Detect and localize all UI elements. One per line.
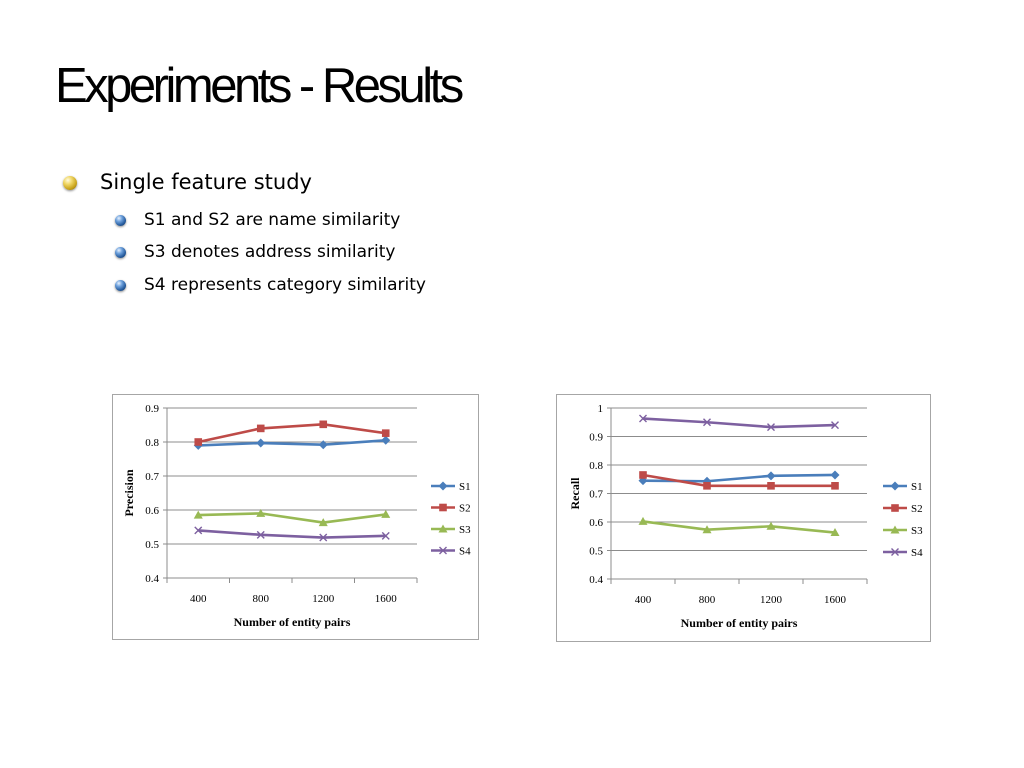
legend-s1-label: S1 <box>911 481 923 493</box>
legend-s3-marker <box>438 524 448 533</box>
y-tick-label: 0.4 <box>589 574 603 586</box>
series-s1-line <box>198 439 386 447</box>
precision-chart-svg: 0.4 0.5 0.6 0.7 0.8 0.9 400 800 1200 1600 Number o… <box>122 403 471 629</box>
x-tick-label: 1600 <box>375 593 398 605</box>
y-tick-label: 0.6 <box>589 517 603 529</box>
series-s2-point <box>703 482 711 490</box>
x-tick-label: 1200 <box>760 594 783 606</box>
series-s4-point <box>319 533 328 542</box>
sub-bullet-item: S4 represents category similarity <box>144 275 426 295</box>
series-s2-point <box>381 429 390 437</box>
legend-s3-label: S3 <box>911 525 923 537</box>
y-tick-label: 0.7 <box>589 489 603 501</box>
legend-s3-label: S3 <box>459 524 471 536</box>
y-tick-label: 0.7 <box>145 471 159 483</box>
y-tick-label: 0.8 <box>589 460 603 472</box>
bullet-dot-icon <box>115 280 126 291</box>
series-s3-point <box>381 509 391 518</box>
legend-s2-label: S2 <box>911 503 923 515</box>
legend-s4-marker <box>891 548 899 556</box>
series-s4-point <box>703 418 711 427</box>
y-tick-label: 1 <box>598 403 604 415</box>
series-s2-point <box>831 482 839 490</box>
series-s2-point <box>256 424 265 433</box>
series-s1-point <box>766 471 776 481</box>
x-axis-title: Number of entity pairs <box>234 615 351 629</box>
series-s3-point <box>256 508 266 517</box>
recall-chart-svg: 0.4 0.5 0.6 0.7 0.8 0.9 1 400 800 1200 1600 Number … <box>568 403 923 630</box>
x-tick-label: 400 <box>190 593 207 605</box>
y-axis-title: Recall <box>568 477 582 510</box>
series-s3-point <box>830 528 840 537</box>
series-s3-point <box>766 521 776 530</box>
y-tick-label: 0.9 <box>145 403 159 415</box>
x-tick-label: 1200 <box>312 593 335 605</box>
series-s3-line <box>642 520 836 534</box>
series-s1-point <box>381 435 391 445</box>
legend-s4-marker <box>439 546 447 555</box>
x-tick-label: 400 <box>635 594 652 606</box>
legend-s4-label: S4 <box>911 547 923 559</box>
series-s3-point <box>702 525 712 534</box>
bullet-dot-icon <box>115 247 126 258</box>
x-tick-label: 800 <box>699 594 716 606</box>
series-s3-line <box>198 512 386 524</box>
bullet-dot-icon <box>115 215 126 226</box>
series-s1-point <box>256 438 266 448</box>
series-s2-line <box>197 423 386 444</box>
series-s2-point <box>767 482 775 490</box>
bullet-list: Single feature study S1 and S2 are name … <box>0 0 1024 320</box>
sub-bullet-item: S3 denotes address similarity <box>144 242 396 262</box>
series-s4-line <box>198 529 386 539</box>
legend-s1-marker <box>890 481 900 491</box>
series-s1-point <box>638 476 648 486</box>
x-axis-title: Number of entity pairs <box>681 616 798 630</box>
series-s4-point <box>831 421 839 430</box>
series-s4-point <box>256 530 265 539</box>
y-tick-label: 0.5 <box>145 539 159 551</box>
recall-chart: 0.4 0.5 0.6 0.7 0.8 0.9 1 400 800 1200 1600 Number … <box>556 394 931 642</box>
series-s3-point <box>638 516 648 525</box>
series-s4-point <box>639 414 647 423</box>
legend-s3-marker <box>890 525 900 534</box>
series-s1-point <box>318 440 328 450</box>
series-s2-point <box>319 420 328 429</box>
series-s3-point <box>193 510 203 519</box>
x-tick-label: 800 <box>253 593 270 605</box>
legend-s4-label: S4 <box>459 546 471 558</box>
legend-s2-marker <box>439 503 447 512</box>
precision-chart: 0.4 0.5 0.6 0.7 0.8 0.9 400 800 1200 1600 Number o… <box>112 394 479 640</box>
y-tick-label: 0.8 <box>145 437 159 449</box>
legend-s1-marker <box>438 481 448 491</box>
legend-s1-label: S1 <box>459 481 471 493</box>
bullet-dot-icon <box>63 176 77 190</box>
y-tick-label: 0.6 <box>145 505 159 517</box>
x-tick-label: 1600 <box>824 594 847 606</box>
series-s3-point <box>318 518 328 527</box>
y-tick-label: 0.9 <box>589 432 603 444</box>
series-s2-point <box>194 438 203 446</box>
series-s4-point <box>767 423 775 432</box>
legend-s2-marker <box>891 504 899 512</box>
series-s1-point <box>830 470 840 480</box>
sub-bullet-item: S1 and S2 are name similarity <box>144 210 401 230</box>
series-s4-line <box>642 417 836 429</box>
series-s2-point <box>639 471 647 479</box>
bullet-item: Single feature study <box>100 170 312 194</box>
y-tick-label: 0.5 <box>589 546 603 558</box>
y-tick-label: 0.4 <box>145 573 159 585</box>
series-s2-line <box>642 473 835 488</box>
series-s4-point <box>194 526 203 535</box>
y-axis-title: Precision <box>122 469 136 516</box>
slide-title: Experiments - Results <box>55 59 464 113</box>
series-s4-point <box>381 531 390 540</box>
legend-s2-label: S2 <box>459 503 471 515</box>
